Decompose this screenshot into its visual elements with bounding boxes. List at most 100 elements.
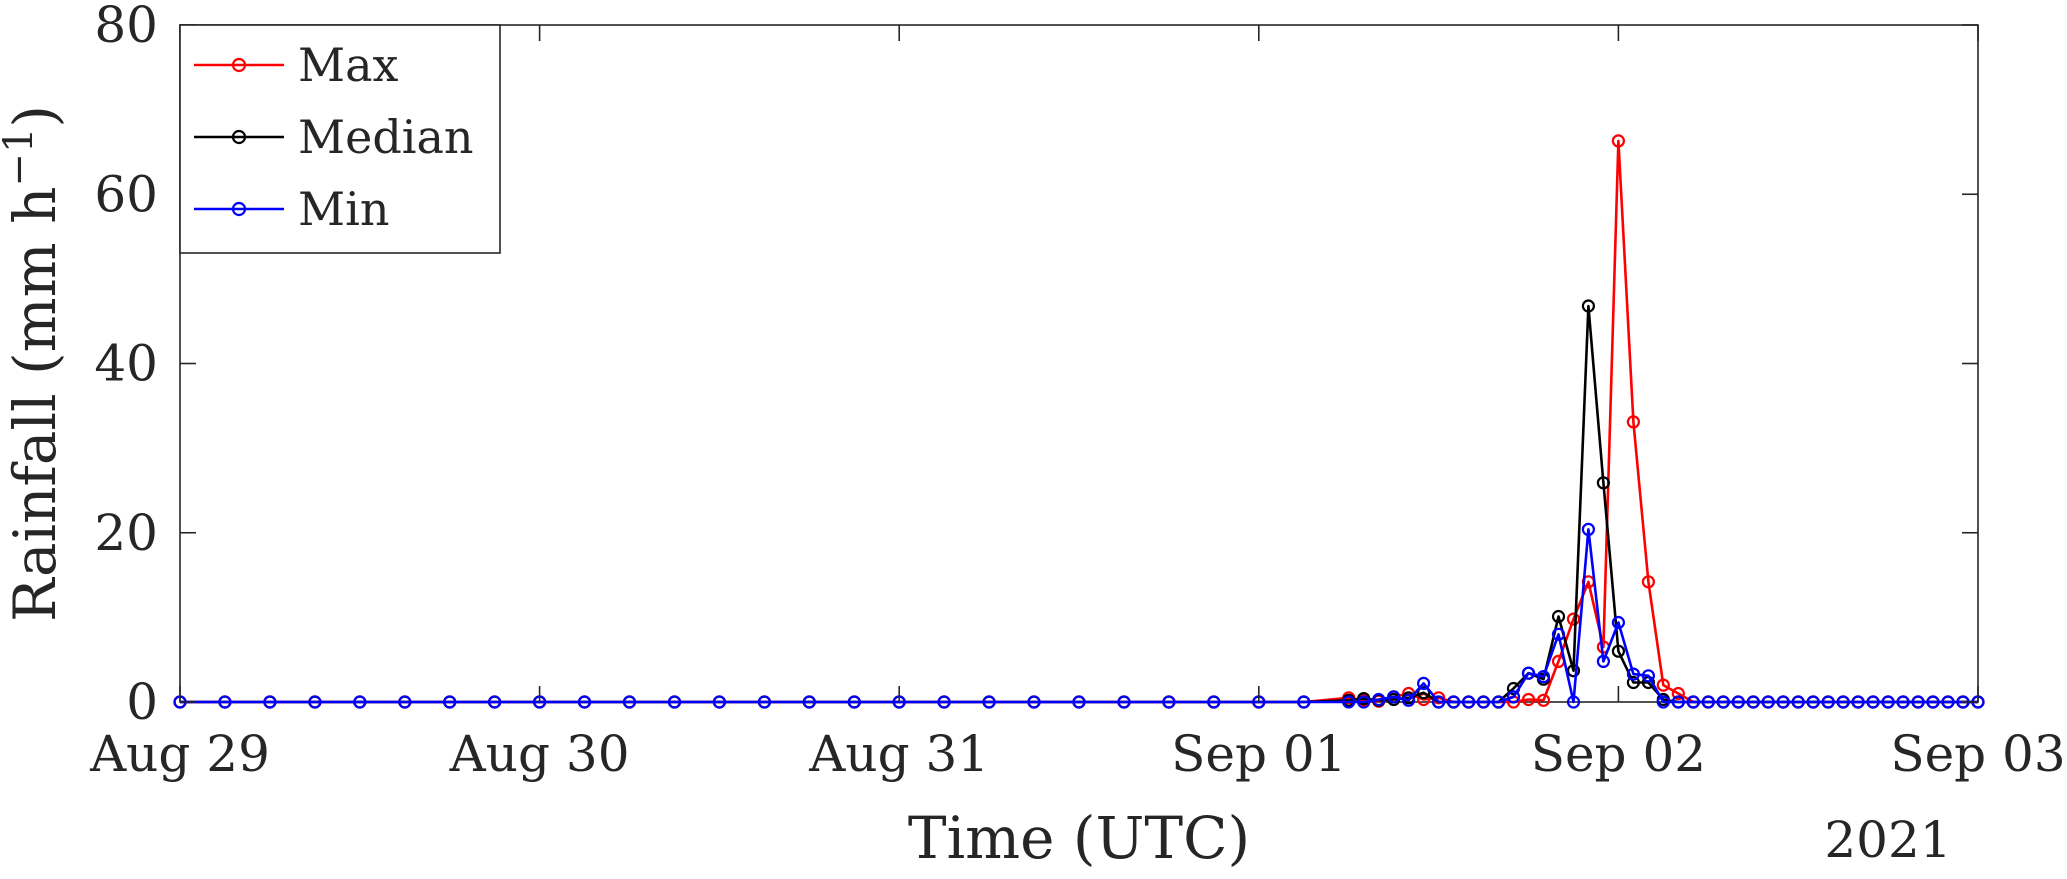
data-point-min [1746, 695, 1760, 709]
data-point-median [1551, 609, 1566, 624]
data-point-min [1207, 695, 1221, 709]
data-point-min [1357, 695, 1371, 709]
data-point-min [1731, 695, 1745, 709]
data-point-min [308, 695, 322, 709]
data-point-min [1506, 690, 1521, 704]
data-point-max [1671, 686, 1685, 701]
data-point-max [1536, 693, 1551, 707]
data-point-min [1072, 695, 1086, 709]
data-point-min [1716, 695, 1730, 709]
data-point-min [443, 695, 457, 709]
x-tick-label: Aug 31 [808, 725, 989, 783]
data-point-min [1162, 695, 1176, 709]
legend-label-median: Median [298, 110, 474, 164]
series-layer [173, 134, 1985, 709]
data-point-min [1387, 690, 1401, 704]
y-axis-title-sup: −1 [0, 128, 42, 187]
data-point-min [263, 695, 277, 709]
year-label: 2021 [1824, 811, 1951, 869]
data-point-min [1551, 627, 1566, 641]
data-point-min [1461, 695, 1476, 709]
x-tick-label: Aug 29 [89, 725, 270, 783]
y-tick-label: 40 [94, 335, 158, 393]
data-point-min [1656, 695, 1670, 709]
data-point-min [1926, 695, 1940, 709]
data-point-min [1821, 695, 1835, 709]
x-tick-label: Sep 02 [1531, 725, 1706, 783]
data-point-min [802, 695, 816, 709]
data-point-median [1581, 299, 1596, 313]
data-point-min [1671, 695, 1685, 709]
y-tick-label: 80 [94, 0, 158, 54]
data-point-min [1941, 695, 1955, 709]
data-point-min [667, 695, 682, 709]
data-point-min [1596, 654, 1611, 669]
data-point-min [1297, 695, 1311, 709]
data-point-min [1881, 695, 1895, 709]
x-tick-label: Aug 30 [449, 725, 630, 783]
legend: Max Median Min [179, 24, 501, 254]
legend-marker-median [231, 129, 247, 145]
data-point-max [1641, 575, 1656, 589]
data-point-min [1342, 695, 1356, 709]
y-tick-label: 0 [126, 673, 158, 731]
data-point-min [1701, 695, 1715, 709]
data-point-min [1686, 695, 1700, 709]
data-point-min [1641, 669, 1656, 683]
data-point-max [1656, 678, 1670, 692]
data-point-min [622, 695, 637, 709]
data-point-min [1851, 695, 1865, 709]
data-point-min [1536, 669, 1551, 684]
data-point-min [1566, 695, 1581, 709]
data-point-min [1521, 666, 1536, 680]
data-point-median [1596, 476, 1611, 490]
data-point-min [488, 695, 502, 709]
y-axis-title-main: Rainfall (mm h [1, 187, 69, 622]
data-point-max [1521, 692, 1536, 707]
data-point-min [1866, 695, 1880, 709]
data-point-min [1372, 692, 1386, 707]
y-axis-title-close: ) [1, 105, 69, 128]
y-axis-title: Rainfall (mm h−1) [0, 105, 69, 622]
data-point-median [1566, 664, 1581, 678]
data-point-min [398, 695, 412, 709]
data-point-min [1401, 693, 1416, 707]
legend-item-min: Min [194, 182, 389, 236]
tick-layer: Aug 29 Aug 30 Aug 31 Sep 01 Sep 02 Sep 03 0 20 4… [89, 0, 2066, 783]
data-point-min [1626, 667, 1641, 681]
data-point-min [218, 695, 232, 709]
data-point-min [353, 695, 367, 709]
data-point-min [1476, 695, 1491, 709]
data-point-min [712, 695, 727, 709]
legend-item-median: Median [194, 110, 474, 164]
data-point-min [937, 695, 951, 709]
legend-label-min: Min [298, 182, 389, 236]
data-point-min [982, 695, 996, 709]
legend-item-max: Max [194, 38, 399, 92]
legend-label-max: Max [298, 38, 399, 92]
data-point-median [1626, 675, 1641, 690]
x-tick-label: Sep 03 [1890, 725, 2065, 783]
data-point-min [577, 695, 592, 709]
data-point-min [1431, 695, 1446, 709]
data-point-min [1611, 615, 1626, 630]
data-point-min [1836, 695, 1850, 709]
data-point-max [1611, 134, 1626, 148]
y-tick-label: 20 [94, 504, 158, 562]
data-point-min [1491, 695, 1506, 709]
data-point-max [1566, 612, 1581, 626]
data-point-min [1446, 695, 1461, 709]
legend-marker-min [231, 201, 247, 217]
data-point-min [1027, 695, 1041, 709]
x-tick-label: Sep 01 [1171, 725, 1346, 783]
data-point-min [1117, 695, 1131, 709]
y-tick-label: 60 [94, 165, 158, 223]
data-point-min [1581, 522, 1596, 537]
data-point-min [1896, 695, 1910, 709]
data-point-min [1761, 695, 1775, 709]
x-axis-title: Time (UTC) [908, 804, 1250, 872]
data-point-min [1911, 695, 1925, 709]
data-point-max [1626, 415, 1641, 429]
data-point-min [1806, 695, 1820, 709]
